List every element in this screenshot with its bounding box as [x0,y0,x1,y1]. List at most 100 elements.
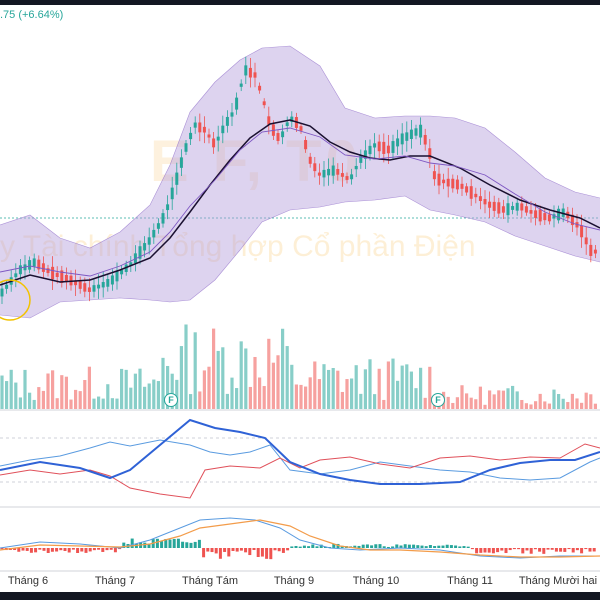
volume-bar [515,391,519,409]
candle-body [78,281,82,289]
volume-bar [230,377,234,409]
oscillator-line-2 [0,439,600,481]
volume-bar [271,362,275,409]
macd-histogram-bar [529,548,533,554]
volume-bar [488,390,492,409]
macd-histogram-bar [269,548,273,560]
candle-body [368,145,372,155]
volume-bar [524,403,528,409]
macd-histogram-bar [504,548,508,554]
candle-body [18,265,22,275]
macd-histogram-bar [176,538,180,548]
volume-bar [55,398,59,409]
volume-bar [28,392,32,409]
candle-body [451,178,455,189]
macd-histogram-bar [118,548,122,550]
volume-bar [538,393,542,409]
macd-histogram-bar [231,548,235,551]
volume-bar [198,391,202,409]
candle-body [258,85,262,91]
candle-body [373,143,377,148]
macd-histogram-bar [193,541,197,548]
volume-bar [156,381,160,409]
volume-bar [235,388,239,409]
candle-body [377,141,381,152]
macd-histogram-bar [76,548,80,553]
candle-body [501,206,505,213]
volume-bar [285,346,289,409]
macd-histogram-bar [281,548,285,553]
event-badge-2[interactable]: F [431,393,445,407]
volume-bar [179,346,183,409]
candle-body [37,259,41,270]
candle-body [166,204,170,211]
volume-bar [566,402,570,409]
candle-body [193,122,197,128]
candle-body [515,202,519,211]
volume-bar [64,376,68,409]
volume-bar [474,399,478,409]
candle-body [14,273,18,278]
macd-histogram-bar [336,543,340,548]
macd-histogram-bar [252,548,256,551]
bollinger-band-fill [0,46,600,318]
macd-histogram-bar [17,548,21,552]
macd-histogram-bar [13,548,17,551]
macd-histogram-bar [42,548,46,551]
highlight-circle [0,279,31,321]
volume-bar [32,399,36,409]
volume-bar [101,398,105,409]
candle-body [129,262,133,266]
volume-bar [313,361,317,409]
candle-body [147,237,151,245]
macd-signal-line [0,519,600,558]
candle-body [276,133,280,141]
month-label-1: Tháng 6 [7,575,49,587]
macd-histogram-bar [365,544,369,548]
macd-histogram-bar [475,548,479,554]
macd-histogram-bar [298,546,302,548]
macd-histogram-bar [109,548,113,550]
bollinger-lower [0,195,600,319]
volume-bar [212,328,216,409]
volume-bar [161,357,165,409]
candle-body [465,186,469,193]
volume-bar [414,388,418,409]
volume-bar [368,359,372,409]
candle-body [230,112,234,117]
candle-body [327,168,331,176]
candle-body [281,131,285,138]
candle-body [478,196,482,202]
macd-histogram-bar [84,548,88,553]
candle-body [207,134,211,138]
month-label-4: Tháng 9 [273,575,315,587]
volume-bar [575,398,579,409]
volume-bar [483,404,487,409]
volume-bar [294,384,298,409]
macd-histogram-bar [164,538,168,548]
volume-bar [382,399,386,409]
volume-bar [193,332,197,409]
macd-histogram-bar [332,543,336,548]
macd-histogram-bar [546,548,550,550]
candle-body [382,141,386,154]
volume-bar [529,404,533,409]
macd-histogram-bar [244,548,248,553]
volume-bar [262,386,266,409]
candle-body [409,129,413,139]
volume-bar [308,377,312,409]
candle-body [386,145,390,154]
volume-bar [9,369,13,409]
volume-bar [74,389,78,409]
volume-bar [41,390,45,409]
volume-bar [276,355,280,409]
macd-histogram-bar [130,538,134,548]
macd-histogram-bar [567,548,571,550]
macd-histogram-bar [374,544,378,548]
month-label-5: Tháng 10 [352,575,400,587]
macd-histogram-bar [441,545,445,548]
macd-histogram-bar [508,548,512,551]
candle-body [557,208,561,221]
event-badge-1[interactable]: F [164,393,178,407]
